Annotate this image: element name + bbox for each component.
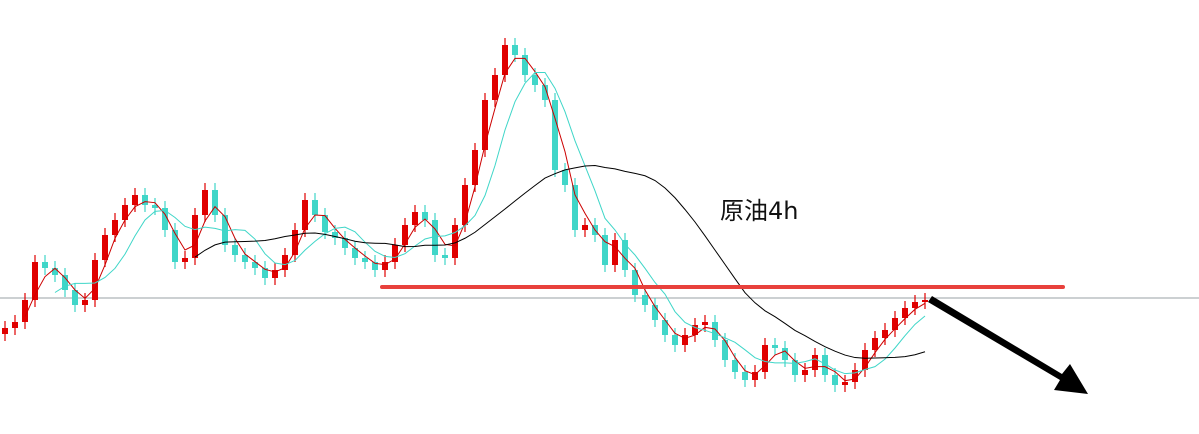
candle-body [642, 295, 648, 305]
trend-arrow [928, 296, 1088, 394]
candle-body [682, 335, 688, 345]
candle-body [662, 320, 668, 335]
moving-average [194, 164, 926, 359]
candle-body [572, 185, 578, 230]
candle-body [242, 255, 248, 262]
candle-body [562, 170, 568, 185]
candle-body [202, 190, 208, 215]
candle-body [872, 338, 878, 350]
candle-body [42, 262, 48, 268]
candle-body [2, 328, 8, 334]
candle-body [542, 85, 548, 100]
candle-body [692, 325, 698, 335]
candle-body [252, 262, 258, 268]
candle-body [752, 372, 758, 380]
candle-body [332, 232, 338, 238]
candle-body [142, 195, 148, 205]
candle-body [372, 262, 378, 270]
candle-body [862, 350, 868, 370]
candle-body [22, 300, 28, 322]
candle-body [762, 345, 768, 372]
candle-body [732, 360, 738, 372]
candle-body [412, 212, 418, 225]
candle-body [912, 302, 918, 308]
candle-body [822, 355, 828, 375]
candle-body [12, 322, 18, 328]
candle-body [222, 215, 228, 245]
candle-body [602, 235, 608, 265]
candle-body [722, 340, 728, 360]
candle-body [32, 262, 38, 300]
candle-body [582, 225, 588, 230]
candle-body [652, 305, 658, 320]
candle-body [402, 225, 408, 245]
chart-title: 原油4h [720, 197, 798, 225]
candle-body [132, 195, 138, 205]
candle-body [262, 268, 268, 278]
candle-body [892, 318, 898, 330]
candle-body [852, 370, 858, 382]
candle-body [122, 205, 128, 220]
candle-body [522, 55, 528, 75]
candle-body [492, 75, 498, 100]
moving-average [24, 57, 926, 382]
candle-body [352, 248, 358, 258]
candle-body [102, 235, 108, 260]
candle-body [362, 258, 368, 262]
candle-body [842, 382, 848, 385]
candle-body [212, 190, 218, 215]
candle-body [452, 225, 458, 258]
candle-body [422, 212, 428, 220]
candle-body [302, 200, 308, 230]
candle-body [882, 330, 888, 338]
candle-body [272, 270, 278, 278]
candle-body [72, 290, 78, 305]
candle-body [462, 185, 468, 225]
candle-body [322, 215, 328, 232]
candle-body [612, 240, 618, 265]
candle-body [442, 255, 448, 258]
candle-body [282, 255, 288, 270]
candle-body [512, 45, 518, 55]
candle-body [182, 258, 188, 262]
candle-body [432, 220, 438, 255]
candle-body [172, 230, 178, 262]
candle-body [52, 268, 58, 275]
candle-body [152, 205, 158, 208]
candle-body [632, 270, 638, 295]
candle-body [482, 100, 488, 150]
candle-body [382, 262, 388, 270]
candle-body [772, 345, 778, 348]
candle-body [922, 300, 928, 302]
candle-body [192, 215, 198, 258]
candle-body [472, 150, 478, 185]
candle-body [902, 308, 908, 318]
candle-body [552, 100, 558, 170]
candle-body [742, 372, 748, 380]
candle-body [502, 45, 508, 75]
moving-average [54, 72, 926, 375]
candle-body [162, 208, 168, 230]
candle-body [532, 75, 538, 85]
candle-body [342, 238, 348, 248]
candle-body [82, 300, 88, 305]
candle-body [812, 355, 818, 370]
candle-body [232, 245, 238, 255]
candle-body [712, 322, 718, 340]
candle-body [802, 370, 808, 375]
candle-body [392, 245, 398, 262]
candle-body [62, 275, 68, 290]
candle-body [672, 335, 678, 345]
candle-body [782, 348, 788, 360]
candle-body [792, 360, 798, 375]
candle-body [112, 220, 118, 235]
candle-body [312, 200, 318, 215]
candle-body [92, 260, 98, 300]
candle-body [832, 375, 838, 385]
candle-body [622, 240, 628, 270]
candle-body [292, 230, 298, 255]
candle-body [702, 322, 708, 325]
